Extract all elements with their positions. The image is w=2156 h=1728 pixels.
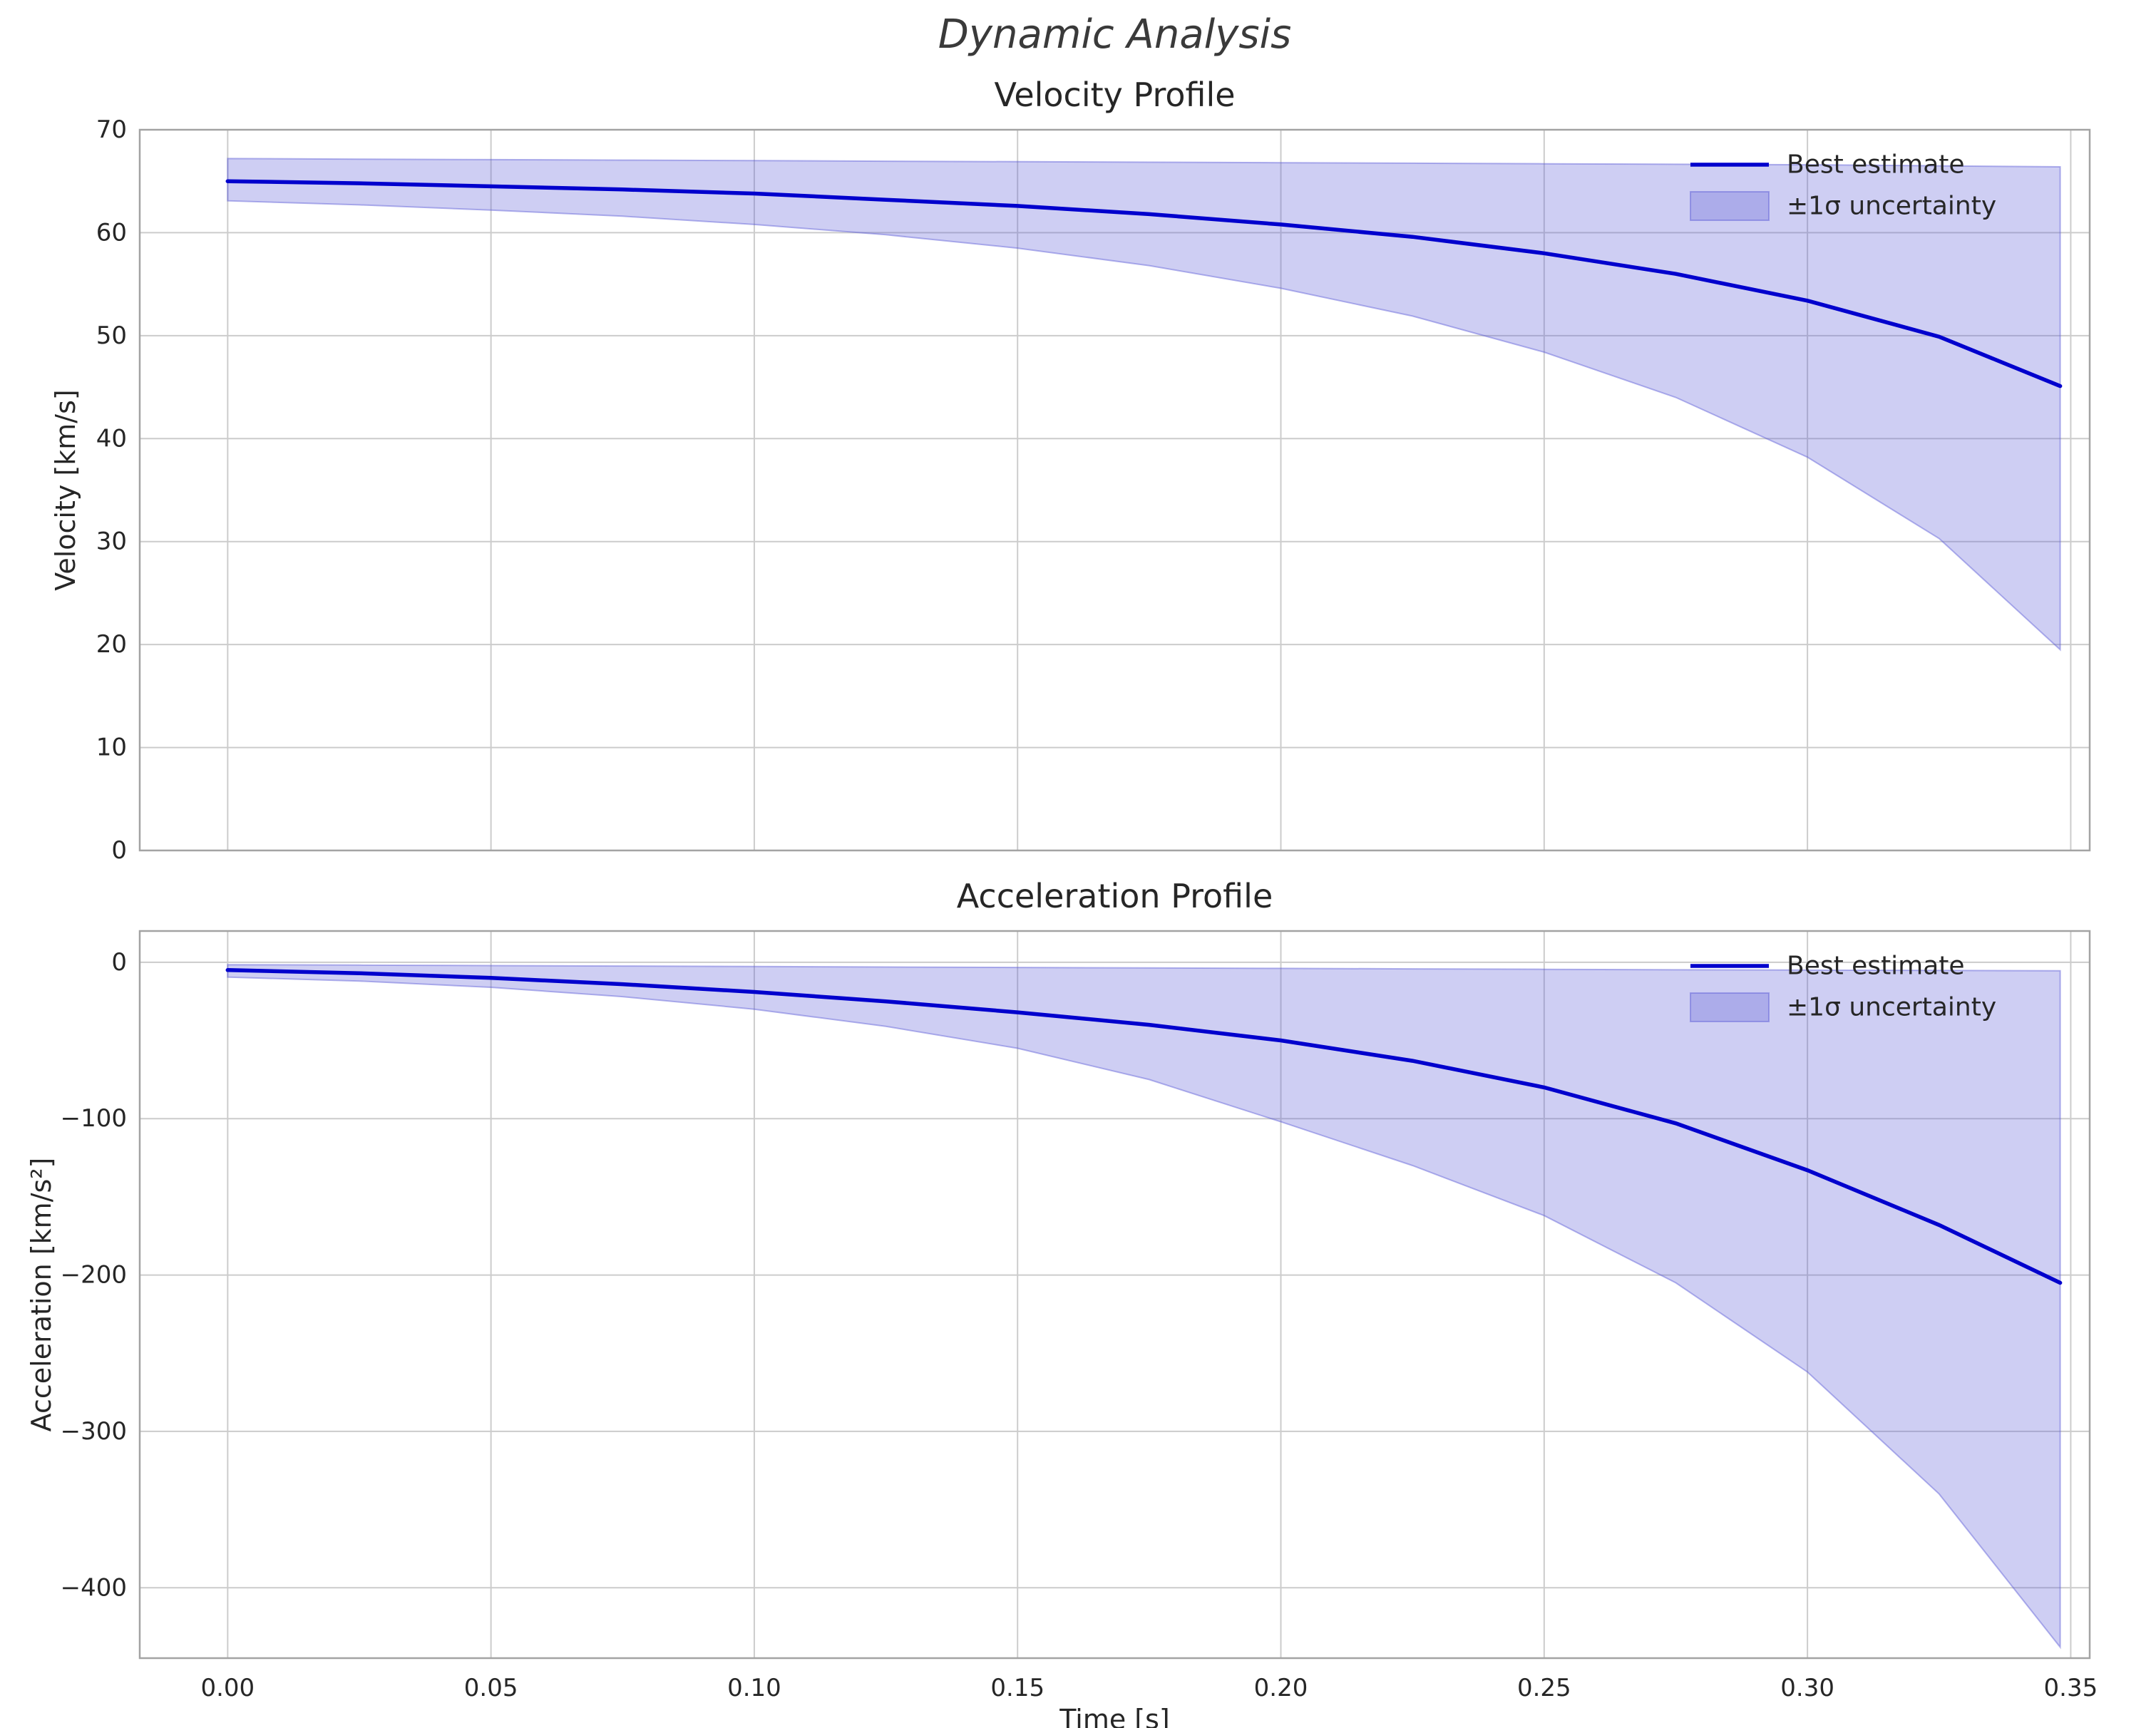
y-tick-label: 10 (96, 734, 127, 762)
best-estimate-line (225, 179, 2063, 389)
y-axis-label: Velocity [km/s] (50, 389, 81, 590)
y-axis-label: Acceleration [km/s²] (26, 1158, 57, 1432)
y-tick-label: 20 (96, 630, 127, 659)
legend-label-uncertainty: ±1σ uncertainty (1787, 993, 1996, 1022)
acceleration-plot: 0 −100 −200 −300 −400 0.00 0.05 0.10 0.15 0.20 0.2… (26, 930, 2098, 1728)
y-tick-label: 50 (96, 322, 127, 350)
y-tick-label: 70 (96, 115, 127, 144)
y-tick-label: 0 (111, 836, 127, 865)
y-tick-label: 0 (111, 948, 127, 977)
legend-label-best-estimate: Best estimate (1787, 150, 1965, 180)
uncertainty-band (227, 964, 2061, 1650)
x-tick-label: 0.20 (1254, 1674, 1308, 1702)
legend-label-uncertainty: ±1σ uncertainty (1787, 192, 1996, 221)
uncertainty-band (227, 158, 2061, 652)
legend: Best estimate ±1σ uncertainty (1690, 952, 1996, 1022)
y-tick-label: −200 (61, 1261, 127, 1290)
x-tick-label: 0.15 (990, 1674, 1044, 1702)
y-tick-label: 30 (96, 528, 127, 556)
y-tick-label: −300 (61, 1417, 127, 1446)
x-tick-label: 0.10 (727, 1674, 781, 1702)
y-tick-label: 40 (96, 424, 127, 453)
axes-frame (138, 128, 2091, 852)
legend-band-sample (1690, 992, 1770, 1022)
acceleration-chart-title: Acceleration Profile (956, 877, 1273, 915)
figure-title: Dynamic Analysis (938, 11, 1292, 58)
grid (140, 931, 2090, 1658)
x-tick-label: 0.05 (464, 1674, 518, 1702)
x-tick-label: 0.25 (1517, 1674, 1571, 1702)
x-tick-label: 0.30 (1780, 1674, 1834, 1702)
x-tick-label: 0.35 (2044, 1674, 2098, 1702)
velocity-plot: 0 10 20 30 40 50 60 70 Velocity [km/s] Best estim… (50, 115, 2091, 865)
velocity-chart-title: Velocity Profile (994, 76, 1236, 114)
x-tick-label: 0.00 (200, 1674, 255, 1702)
y-tick-label: 60 (96, 218, 127, 247)
legend-label-best-estimate: Best estimate (1787, 952, 1965, 981)
y-tick-label: −100 (61, 1104, 127, 1133)
best-estimate-line (225, 968, 2063, 1285)
x-axis-label: Time [s] (1059, 1704, 1170, 1728)
y-tick-label: −400 (61, 1573, 127, 1602)
axes-frame (138, 930, 2091, 1660)
legend: Best estimate ±1σ uncertainty (1690, 150, 1996, 221)
legend-band-sample (1690, 191, 1770, 221)
